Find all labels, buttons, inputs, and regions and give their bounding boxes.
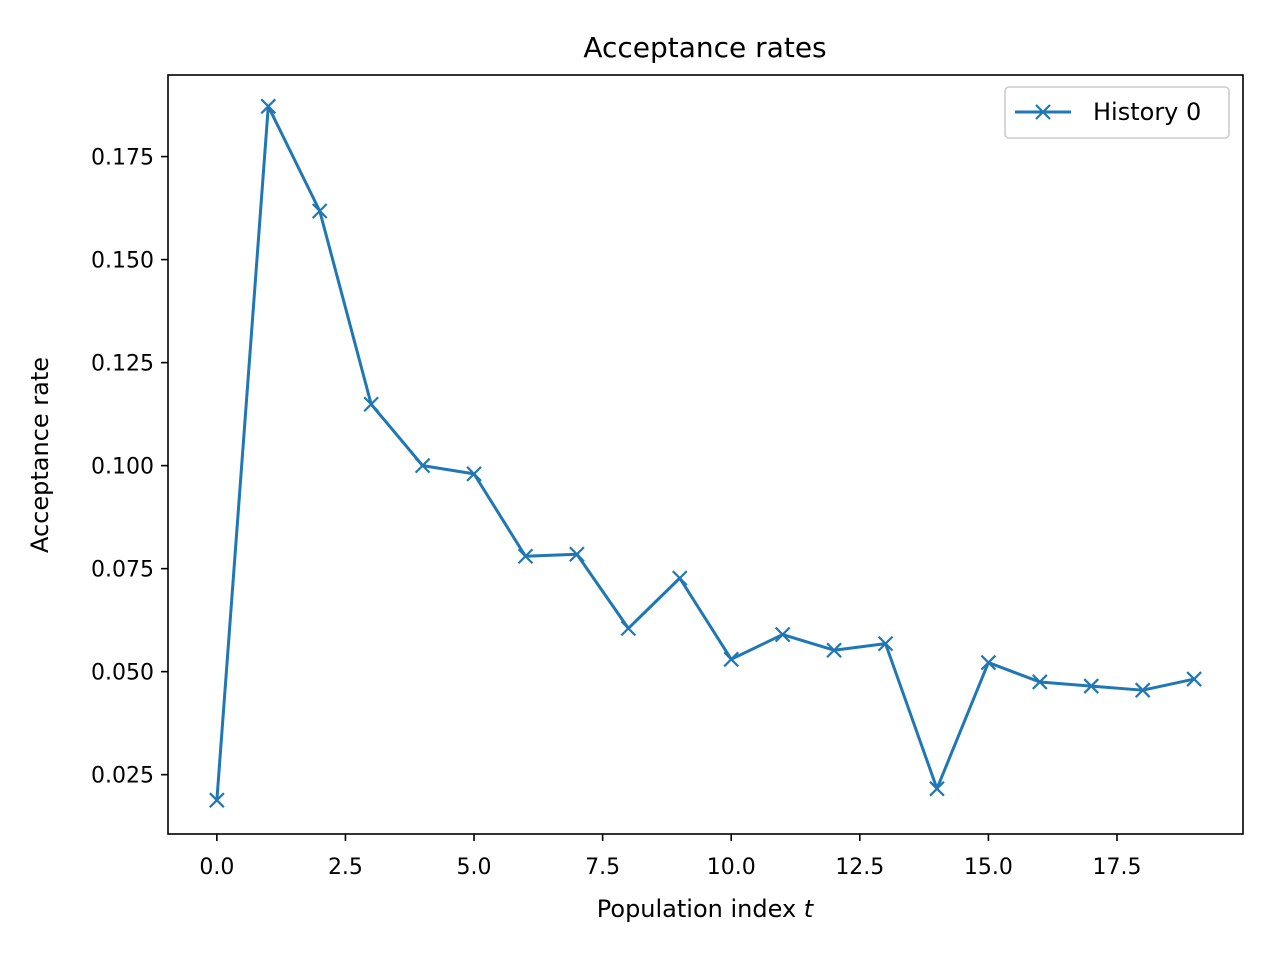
data-point-marker: [311, 203, 328, 219]
x-tick-label: 2.5: [328, 855, 363, 880]
data-point-marker-stroke-b: [980, 654, 997, 671]
x-axis-ticks: 0.0 2.5 5.0 7.5 10.0 12.5 15.0 17.5: [199, 834, 1141, 880]
data-point-marker: [1083, 678, 1100, 694]
data-point-marker-stroke-b: [311, 203, 328, 219]
axes-frame: [167, 74, 1244, 835]
x-axis-label-variable: t: [804, 895, 815, 923]
data-point-marker: [517, 548, 534, 565]
data-point-marker-stroke-b: [620, 620, 637, 637]
x-axis-label-text: Population index: [597, 895, 796, 923]
data-point-marker-stroke-b: [260, 98, 277, 115]
y-tick-label: 0.025: [91, 764, 154, 789]
data-point-marker-stroke-b: [363, 396, 379, 413]
data-point-marker-stroke-b: [929, 780, 945, 797]
data-point-marker-stroke-b: [466, 466, 482, 482]
chart-title: Acceptance rates: [583, 31, 826, 64]
data-point-marker: [466, 466, 482, 482]
data-point-marker-stroke-b: [1083, 678, 1100, 694]
legend-marker-x: [1035, 104, 1051, 120]
data-point-marker: [723, 651, 739, 668]
y-tick-label: 0.125: [91, 352, 154, 377]
data-point-marker-stroke-b: [1186, 671, 1202, 687]
y-tick-label: 0.050: [91, 661, 154, 686]
x-tick-label: 7.5: [585, 855, 620, 880]
data-point-marker: [929, 780, 945, 797]
legend-box: [1004, 86, 1230, 139]
y-axis-label: Acceptance rate: [26, 357, 54, 553]
data-point-marker: [826, 642, 842, 659]
x-tick-label: 15.0: [964, 855, 1013, 880]
y-axis-ticks: 0.025 0.050 0.075 0.100 0.125 0.150 0.175: [91, 146, 168, 789]
data-point-marker: [877, 635, 894, 652]
x-tick-label: 10.0: [707, 855, 756, 880]
legend-series-label: History 0: [1093, 98, 1201, 126]
data-point-marker-stroke-b: [672, 570, 688, 586]
data-point-marker: [363, 396, 379, 413]
y-tick-label: 0.175: [91, 146, 154, 171]
data-point-marker: [774, 626, 791, 643]
legend-marker-x-stroke-b: [1035, 104, 1051, 120]
x-tick-label: 5.0: [457, 855, 492, 880]
plot-area: [167, 74, 1244, 835]
x-tick-label: 17.5: [1092, 855, 1141, 880]
data-point-marker-stroke-b: [774, 626, 791, 643]
legend-series-marker: [1035, 104, 1051, 120]
data-point-marker: [620, 620, 637, 637]
data-point-marker: [1186, 671, 1202, 687]
x-tick-label: 0.0: [199, 855, 234, 880]
data-point-marker-stroke-b: [877, 635, 894, 652]
data-point-marker: [1134, 682, 1151, 698]
data-point-marker: [980, 654, 997, 671]
data-point-marker-stroke-b: [723, 651, 739, 668]
data-point-marker-stroke-b: [414, 457, 431, 474]
data-point-marker-stroke-b: [826, 642, 842, 659]
data-point-marker: [209, 792, 225, 808]
data-point-marker-stroke-b: [1032, 674, 1048, 690]
data-point-marker: [260, 98, 277, 115]
series-line-0: [215, 104, 1195, 801]
data-point-marker: [672, 570, 688, 586]
series-layer: [209, 98, 1202, 808]
data-point-marker-stroke-b: [209, 792, 225, 808]
data-point-marker: [569, 546, 585, 562]
data-point-marker-stroke-b: [569, 546, 585, 562]
x-axis-label: Population index t: [597, 895, 815, 923]
data-point-marker-stroke-b: [517, 548, 534, 565]
data-point-marker: [414, 457, 431, 474]
y-tick-label: 0.075: [91, 558, 154, 583]
data-point-marker-stroke-b: [1134, 682, 1151, 698]
x-tick-label: 12.5: [835, 855, 884, 880]
y-tick-label: 0.150: [91, 249, 154, 274]
legend: History 0: [1004, 86, 1230, 139]
data-point-marker: [1032, 674, 1048, 690]
y-tick-label: 0.100: [91, 455, 154, 480]
